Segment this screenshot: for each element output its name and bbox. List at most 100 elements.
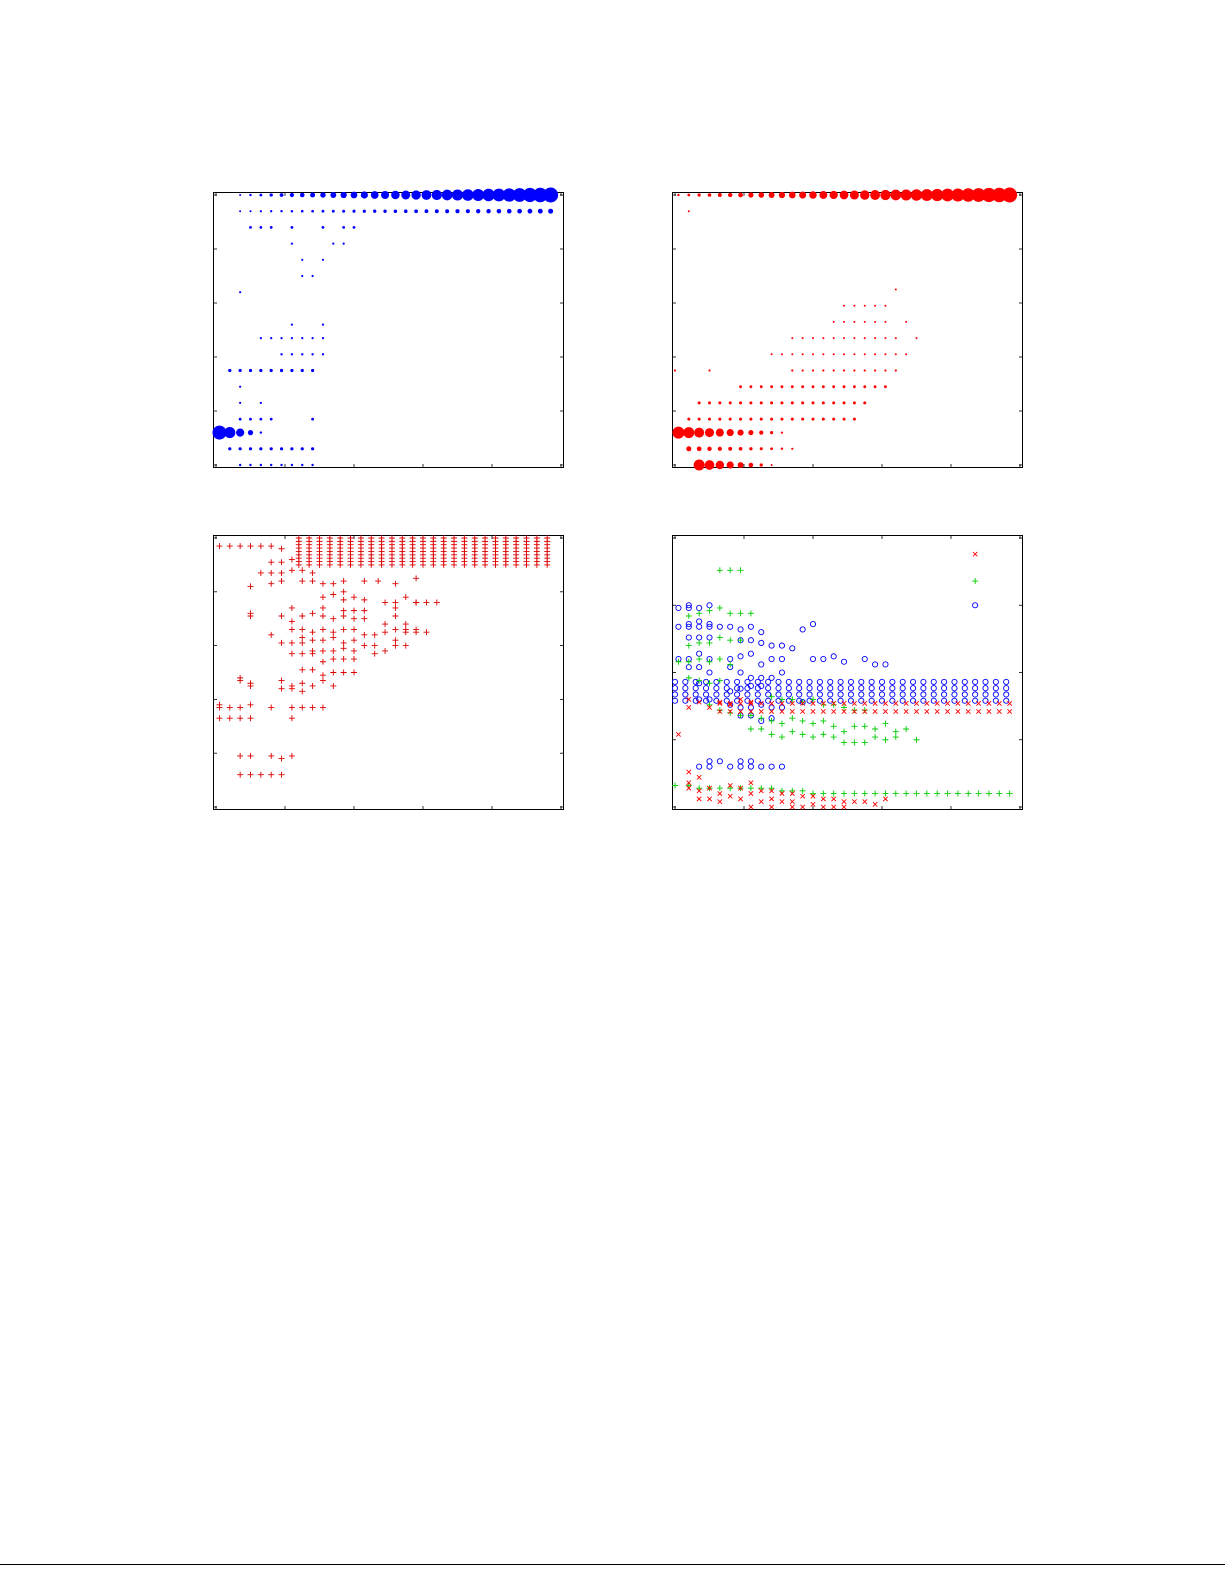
data-point (319, 677, 326, 684)
data-point (878, 678, 886, 685)
data-point (278, 639, 285, 646)
data-point (748, 699, 754, 705)
data-point (822, 369, 825, 372)
data-point (330, 615, 337, 622)
data-point (992, 691, 999, 698)
data-point (872, 661, 879, 668)
data-point (972, 551, 978, 557)
data-point (685, 782, 692, 789)
data-point (789, 645, 796, 652)
data-point (874, 337, 877, 340)
data-point (311, 209, 314, 213)
data-point (727, 763, 734, 770)
data-point (770, 353, 773, 356)
data-point (832, 337, 835, 340)
data-point (288, 604, 295, 611)
data-point (796, 697, 803, 704)
data-point (311, 463, 314, 467)
data-point (791, 353, 794, 356)
data-point (748, 791, 754, 797)
data-point (288, 685, 295, 692)
data-point (279, 368, 284, 373)
data-point (799, 191, 807, 199)
data-point (768, 192, 775, 198)
data-point (247, 429, 254, 436)
data-point (675, 604, 682, 611)
data-point (706, 696, 713, 703)
data-point (290, 463, 294, 467)
data-point (863, 385, 867, 389)
data-point (853, 353, 856, 356)
data-point (785, 691, 792, 698)
data-point (362, 209, 366, 213)
data-point (381, 190, 390, 200)
data-point (269, 226, 273, 229)
data-point (789, 804, 795, 810)
data-point (820, 796, 826, 802)
data-point (748, 804, 754, 810)
data-point (280, 353, 283, 356)
data-point (842, 369, 846, 372)
data-point (799, 731, 806, 738)
data-point (965, 708, 971, 715)
data-point (863, 369, 866, 372)
data-point (687, 193, 691, 197)
data-point (288, 704, 295, 711)
data-point (728, 417, 732, 421)
data-point (279, 193, 284, 197)
data-point (765, 697, 772, 704)
data-point (810, 720, 816, 727)
data-point (309, 666, 316, 673)
data-point (423, 629, 430, 636)
data-point (340, 639, 347, 646)
data-point (961, 685, 968, 692)
data-point (841, 708, 847, 715)
data-point (370, 191, 379, 199)
data-point (696, 788, 702, 794)
data-point (873, 385, 877, 389)
data-point (716, 634, 723, 641)
data-point (212, 425, 227, 440)
data-point (737, 567, 744, 574)
data-point (321, 209, 325, 213)
chart-top-right-red-bubbles (672, 187, 1023, 471)
data-point (878, 697, 886, 704)
data-point (992, 678, 999, 685)
data-point (392, 580, 399, 587)
data-point (768, 785, 775, 792)
data-point (424, 209, 429, 214)
data-point (697, 417, 701, 421)
data-point (686, 696, 692, 702)
data-point (812, 353, 814, 356)
data-point (445, 209, 450, 214)
data-point (852, 401, 856, 405)
data-point (259, 226, 263, 229)
data-point (280, 337, 283, 340)
data-point (727, 623, 734, 630)
data-point (853, 304, 856, 307)
data-point (321, 337, 325, 340)
data-point (780, 353, 783, 356)
data-point (696, 650, 703, 657)
data-point (238, 368, 242, 373)
data-point (288, 618, 295, 625)
data-point (351, 607, 357, 614)
data-point (778, 642, 785, 649)
data-point (696, 664, 703, 671)
data-point (727, 701, 734, 708)
data-point (842, 417, 846, 421)
data-point (403, 209, 408, 213)
data-point (696, 618, 703, 625)
data-point (533, 187, 548, 203)
data-point (340, 656, 347, 663)
data-point (800, 708, 806, 715)
data-point (799, 626, 806, 633)
data-point (923, 790, 930, 797)
data-point (717, 700, 723, 706)
data-point (716, 567, 723, 574)
data-point (685, 674, 692, 681)
data-point (268, 569, 275, 576)
data-point (801, 401, 805, 405)
data-point (301, 353, 304, 356)
data-point (399, 535, 406, 541)
